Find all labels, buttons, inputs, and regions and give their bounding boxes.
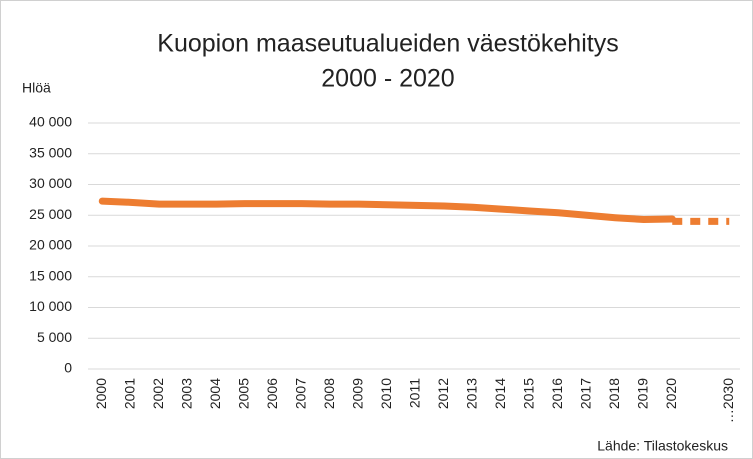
source-note: Lähde: Tilastokeskus [597, 438, 728, 454]
x-tick-label: 2003 [178, 378, 194, 409]
line-series [98, 197, 676, 224]
x-tick-label: 2018 [606, 378, 622, 409]
x-tick-label: 2013 [463, 378, 479, 409]
x-tick-label: 2008 [321, 378, 337, 409]
x-tick-label: 2006 [264, 378, 280, 409]
x-tick-label: 2002 [150, 378, 166, 409]
x-tick-label: 2019 [634, 378, 650, 409]
x-tick-label: 2015 [520, 378, 536, 409]
chart-title: Kuopion maaseutualueiden väestökehitys [157, 30, 618, 58]
y-tick-label: 25 000 [29, 206, 72, 222]
x-tick-label: 2011 [406, 378, 422, 408]
x-tick-label: …2030 [720, 378, 736, 423]
chart-subtitle: 2000 - 2020 [321, 65, 454, 93]
y-tick-label: 35 000 [29, 144, 72, 160]
x-tick-label: 2005 [235, 378, 251, 409]
y-tick-label: 15 000 [29, 267, 72, 283]
y-tick-label: 0 [64, 360, 72, 376]
x-tick-label: 2012 [435, 378, 451, 409]
x-tick-label: 2016 [549, 378, 565, 409]
x-tick-label: 2007 [292, 378, 308, 409]
y-tick-label: 5 000 [37, 329, 72, 345]
y-axis-label: Hlöä [22, 80, 51, 96]
y-tick-label: 10 000 [29, 298, 72, 314]
y-tick-label: 30 000 [29, 175, 72, 191]
x-tick-label: 2020 [663, 378, 679, 409]
x-tick-label: 2017 [577, 378, 593, 409]
x-tick-label: 2001 [121, 378, 137, 409]
x-tick-label: 2004 [207, 378, 223, 409]
x-tick-label: 2000 [93, 378, 109, 409]
x-tick-label: 2009 [349, 378, 365, 409]
y-tick-label: 20 000 [29, 237, 72, 253]
x-tick-label: 2014 [492, 378, 508, 409]
y-tick-label: 40 000 [29, 114, 72, 130]
x-tick-label: 2010 [378, 378, 394, 409]
